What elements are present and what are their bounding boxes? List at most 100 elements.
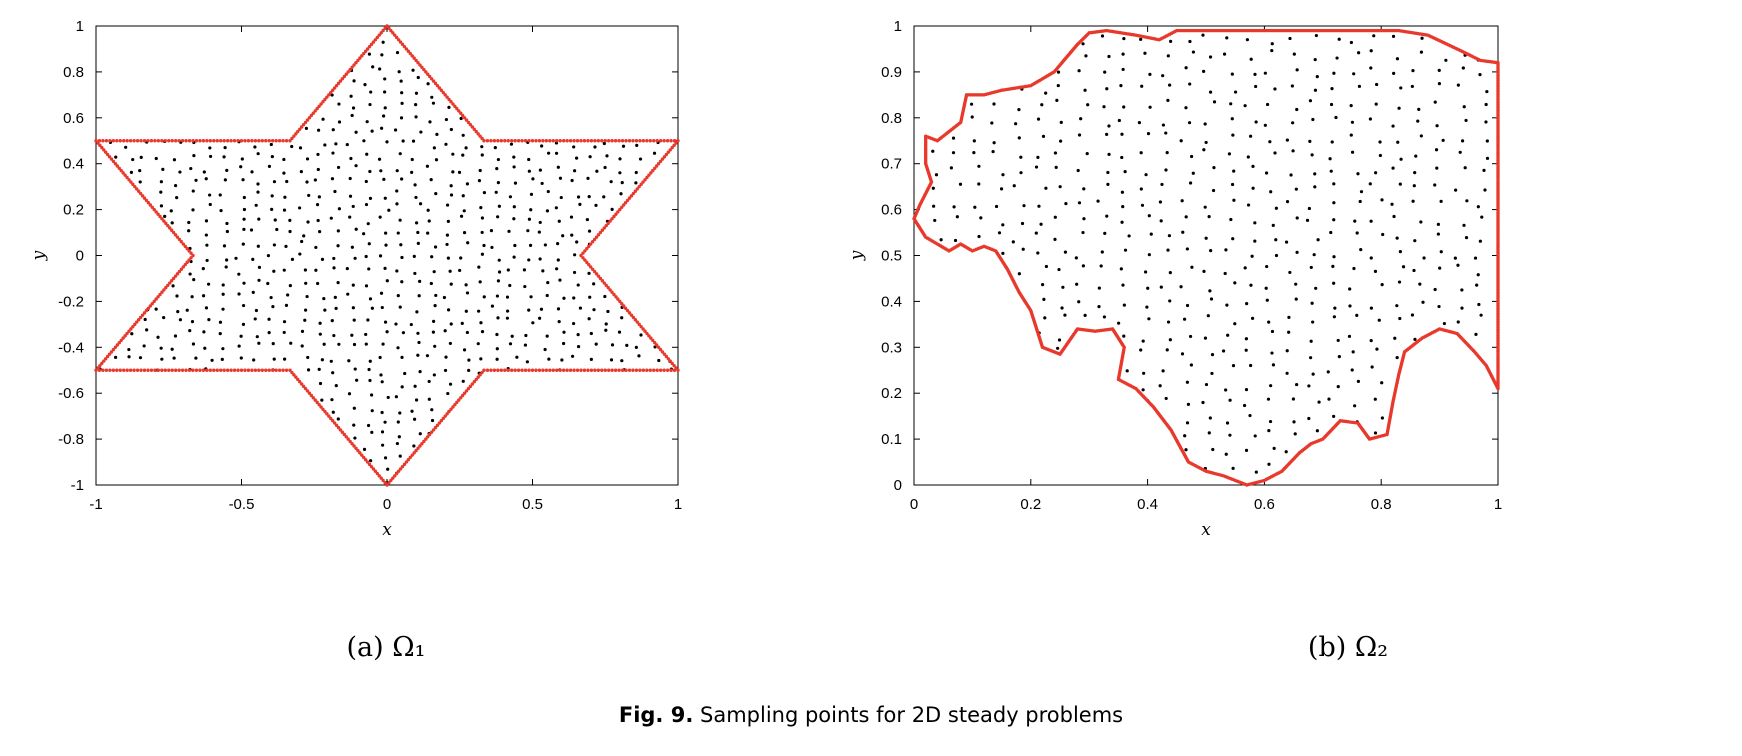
- omega1-interior-point: [306, 220, 310, 224]
- omega1-boundary-point: [645, 331, 649, 336]
- omega1-interior-point: [396, 346, 400, 350]
- omega2-interior-point: [1186, 402, 1191, 406]
- omega2-interior-point: [1435, 124, 1439, 128]
- omega1-boundary-point: [135, 320, 139, 324]
- omega2-interior-point: [931, 149, 935, 153]
- omega1-interior-point: [282, 171, 286, 175]
- omega1-interior-point: [174, 183, 178, 188]
- omega1-boundary-point: [154, 210, 158, 214]
- omega1-ytick-label: 0.2: [63, 202, 84, 219]
- omega2-interior-point: [1137, 121, 1142, 125]
- omega1-interior-point: [465, 182, 470, 186]
- omega2-interior-point: [1380, 416, 1384, 420]
- omega1-interior-point: [242, 195, 246, 200]
- omega1-boundary-point: [641, 139, 646, 143]
- omega1-interior-point: [495, 347, 499, 351]
- omega2-interior-point: [1158, 200, 1163, 204]
- omega1-boundary-point: [447, 97, 451, 102]
- omega1-interior-point: [270, 207, 274, 212]
- omega2-interior-point: [1188, 39, 1192, 44]
- omega2-interior-point: [1106, 170, 1110, 175]
- omega1-boundary-point: [435, 83, 440, 88]
- omega2-interior-point: [1077, 133, 1082, 137]
- omega1-interior-point: [443, 368, 448, 373]
- omega2-interior-point: [1461, 66, 1465, 70]
- omega1-boundary-point: [431, 428, 436, 432]
- omega1-interior-point: [513, 243, 517, 248]
- omega2-interior-point: [1480, 215, 1484, 219]
- omega1-boundary-point: [668, 359, 672, 363]
- omega1-boundary-point: [208, 139, 213, 143]
- omega1-interior-point: [430, 408, 434, 412]
- omega1-boundary-point: [385, 24, 389, 28]
- omega1-interior-point: [364, 284, 369, 288]
- chart-panel-omega1: -1 -0.5 0 0.5 1 -1 -0.8 -0.6 -0.4 -0.2 0 0.2 0.4 0.6 0…: [0, 0, 871, 600]
- omega1-interior-point: [538, 257, 542, 261]
- omega1-boundary-point: [541, 368, 545, 372]
- omega1-boundary-point: [329, 416, 333, 421]
- omega1-interior-point: [495, 332, 499, 337]
- omega2-interior-point: [1433, 287, 1437, 292]
- omega1-interior-point: [572, 145, 576, 149]
- omega2-interior-point: [1350, 368, 1354, 372]
- omega2-xtick-label: 0.4: [1137, 496, 1158, 513]
- omega1-boundary-point: [170, 139, 174, 143]
- omega1-interior-point: [204, 219, 209, 223]
- omega1-boundary-point: [311, 396, 315, 400]
- omega1-boundary-point: [602, 226, 606, 230]
- omega1-interior-point: [479, 321, 483, 325]
- omega1-boundary-point: [319, 405, 323, 409]
- omega2-interior-point: [1055, 98, 1059, 103]
- omega2-interior-point: [1243, 104, 1247, 108]
- omega2-interior-point: [1329, 230, 1333, 235]
- omega1-boundary-point: [394, 471, 399, 476]
- omega2-interior-point: [1311, 320, 1315, 324]
- omega1-interior-point: [400, 101, 404, 105]
- omega1-boundary-point: [510, 139, 514, 143]
- omega1-interior-point: [333, 189, 337, 194]
- omega2-interior-point: [1243, 266, 1247, 270]
- omega1-boundary-point: [187, 139, 192, 143]
- omega1-interior-point: [395, 441, 399, 446]
- omega1-interior-point: [306, 355, 310, 360]
- omega1-boundary-point: [160, 368, 164, 372]
- omega1-interior-point: [303, 318, 307, 322]
- omega1-boundary-point: [468, 384, 473, 389]
- omega2-interior-point: [1250, 254, 1254, 258]
- omega1-boundary-point: [144, 308, 149, 313]
- omega2-interior-point: [1169, 39, 1173, 43]
- omega1-boundary-point: [173, 139, 178, 143]
- omega1-interior-point: [307, 193, 311, 198]
- omega1-interior-point: [618, 171, 622, 175]
- omega1-boundary-point: [402, 44, 407, 49]
- omega2-interior-point: [1444, 58, 1448, 62]
- omega1-interior-point: [554, 151, 559, 155]
- omega1-interior-point: [315, 202, 320, 207]
- omega2-interior-point: [1233, 90, 1238, 94]
- omega1-interior-point: [480, 145, 484, 149]
- omega2-interior-point: [1267, 462, 1271, 466]
- omega1-interior-point: [187, 229, 191, 233]
- omega2-interior-point: [1139, 348, 1143, 352]
- omega2-interior-point: [1295, 68, 1299, 72]
- omega1-boundary-point: [635, 320, 639, 324]
- omega1-boundary-point: [98, 143, 102, 148]
- omega1-interior-point: [522, 268, 527, 272]
- omega1-interior-point: [482, 295, 486, 299]
- omega1-interior-point: [330, 177, 335, 181]
- omega1-interior-point: [383, 320, 388, 324]
- omega1-interior-point: [172, 158, 177, 162]
- omega2-interior-point: [1063, 250, 1068, 254]
- omega2-interior-point: [1268, 140, 1272, 144]
- omega2-interior-point: [1356, 172, 1360, 176]
- omega2-interior-point: [1357, 51, 1361, 55]
- omega2-interior-point: [1287, 315, 1291, 319]
- omega2-interior-point: [1081, 264, 1085, 268]
- omega1-boundary-point: [281, 139, 285, 143]
- omega1-boundary-point: [127, 178, 131, 182]
- omega2-interior-point: [973, 205, 977, 209]
- omega1-interior-point: [620, 316, 624, 320]
- omega1-boundary-point: [612, 292, 616, 297]
- omega1-interior-point: [585, 217, 589, 222]
- omega1-boundary-point: [307, 391, 312, 395]
